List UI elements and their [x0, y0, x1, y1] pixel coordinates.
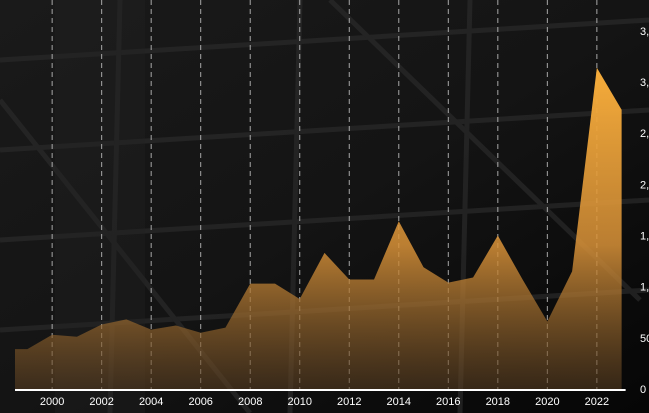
y-tick-label: 1,000	[640, 282, 649, 294]
x-tick-label: 2006	[188, 396, 212, 408]
x-tick-label: 2008	[238, 396, 262, 408]
x-tick-label: 2014	[387, 396, 411, 408]
x-tick-label: 2016	[436, 396, 460, 408]
y-tick-label: 0	[640, 384, 646, 396]
x-tick-label: 2018	[486, 396, 510, 408]
x-tick-label: 2020	[535, 396, 559, 408]
y-tick-label: 3,000	[640, 77, 649, 89]
area	[15, 67, 622, 391]
y-tick-label: 500	[640, 333, 649, 345]
x-tick-label: 2012	[337, 396, 361, 408]
x-tick-label: 2000	[40, 396, 64, 408]
y-tick-label: 3,500	[640, 26, 649, 38]
x-tick-label: 2002	[89, 396, 113, 408]
x-tick-label: 2010	[287, 396, 311, 408]
x-tick-label: 2022	[585, 396, 609, 408]
x-tick-label: 2004	[139, 396, 163, 408]
y-tick-label: 1,500	[640, 230, 649, 242]
y-tick-label: 2,000	[640, 179, 649, 191]
y-tick-label: 2,500	[640, 128, 649, 140]
